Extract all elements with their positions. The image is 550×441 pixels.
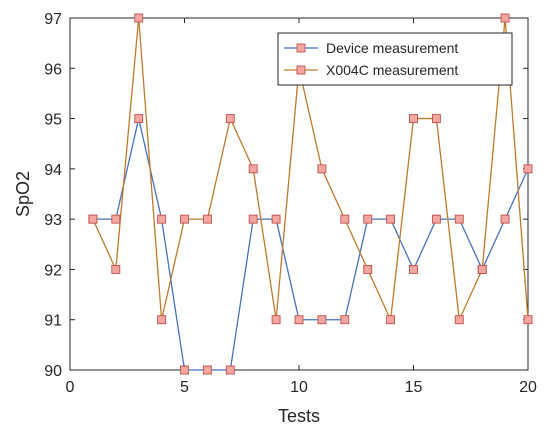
legend-entry-label: Device measurement	[326, 40, 458, 56]
series-2-marker	[88, 214, 98, 224]
series-1-marker	[134, 114, 144, 124]
legend-swatch-marker	[296, 43, 306, 53]
y-tick-label: 92	[44, 262, 62, 279]
series-2-marker	[134, 13, 144, 23]
series-2-marker	[111, 264, 121, 274]
series-2-marker	[500, 13, 510, 23]
series-2-marker	[157, 315, 167, 325]
series-1-marker	[248, 214, 258, 224]
series-layer	[88, 13, 533, 375]
series-2-marker	[454, 315, 464, 325]
series-1-marker	[500, 214, 510, 224]
y-axis-label: SpO2	[13, 171, 33, 217]
y-axis-ticks: 90 91 92 93 94 95 96 97	[44, 11, 528, 380]
series-1-marker	[409, 264, 418, 274]
y-tick-label: 93	[44, 212, 62, 229]
series-1-marker	[202, 365, 212, 375]
y-tick-label: 97	[44, 11, 62, 28]
series-1-marker	[363, 214, 373, 224]
series-2-marker	[477, 264, 487, 274]
series-2-marker	[386, 315, 396, 325]
series-2-marker	[180, 214, 189, 224]
series-2-marker	[431, 114, 441, 124]
series-1-marker	[386, 214, 396, 224]
series-2-marker	[363, 264, 373, 274]
series-2-marker	[248, 164, 258, 174]
series-2-marker	[271, 315, 281, 325]
series-1-marker	[180, 365, 189, 375]
x-axis-label: Tests	[278, 406, 320, 426]
series-2-marker	[409, 114, 418, 124]
series-2-marker	[340, 214, 350, 224]
legend: Device measurement X004C measurement	[277, 32, 513, 86]
y-tick-label: 91	[44, 313, 62, 330]
series-1-marker	[431, 214, 441, 224]
x-tick-label: 0	[66, 379, 75, 396]
series-1-marker	[111, 214, 121, 224]
series-1-marker	[340, 315, 350, 325]
series-1-marker	[317, 315, 327, 325]
series-2-marker	[225, 114, 235, 124]
series-1-marker	[271, 214, 281, 224]
series-2-marker	[523, 315, 533, 325]
series-2-marker	[202, 214, 212, 224]
legend-box	[277, 32, 513, 86]
y-tick-label: 95	[44, 112, 62, 129]
series-2-line	[92, 17, 529, 323]
series-1-marker	[294, 315, 304, 325]
series-1-marker	[523, 164, 533, 174]
x-tick-label: 10	[290, 379, 308, 396]
y-tick-label: 90	[44, 363, 62, 380]
series-2-marker	[317, 164, 327, 174]
y-tick-label: 94	[44, 162, 62, 179]
legend-entry-label: X004C measurement	[326, 62, 458, 78]
x-tick-label: 5	[180, 379, 189, 396]
y-tick-label: 96	[44, 61, 62, 78]
series-1-marker	[454, 214, 464, 224]
x-axis-ticks: 0 5 10 15 20	[66, 18, 537, 396]
series-1-marker	[157, 214, 167, 224]
x-tick-label: 20	[519, 379, 537, 396]
x-tick-label: 15	[405, 379, 423, 396]
legend-swatch-marker	[296, 65, 306, 75]
series-1-marker	[225, 365, 235, 375]
